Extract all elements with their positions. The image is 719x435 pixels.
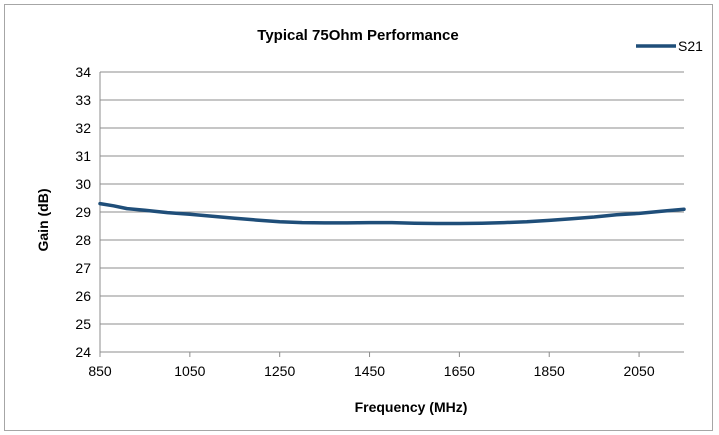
x-tick-1850: 1850 [534, 363, 565, 379]
grid-lines [99, 71, 684, 357]
y-tick-25: 25 [75, 316, 91, 332]
x-tick-850: 850 [88, 363, 112, 379]
y-tick-32: 32 [75, 120, 91, 136]
x-tick-1250: 1250 [264, 363, 295, 379]
y-tick-34: 34 [75, 64, 91, 80]
y-tick-30: 30 [75, 176, 91, 192]
y-tick-28: 28 [75, 232, 91, 248]
x-axis-title: Frequency (MHz) [355, 399, 468, 415]
x-tick-2050: 2050 [623, 363, 654, 379]
y-tick-33: 33 [75, 92, 91, 108]
y-tick-27: 27 [75, 260, 91, 276]
x-tick-1050: 1050 [174, 363, 205, 379]
x-tick-1650: 1650 [444, 363, 475, 379]
series-line-S21 [98, 201, 686, 226]
legend-label-S21: S21 [678, 38, 703, 54]
y-tick-29: 29 [75, 204, 91, 220]
y-tick-31: 31 [75, 148, 91, 164]
chart-title: Typical 75Ohm Performance [257, 27, 458, 44]
y-tick-24: 24 [75, 344, 91, 360]
y-tick-26: 26 [75, 288, 91, 304]
y-axis-title: Gain (dB) [35, 189, 51, 252]
legend: S21 [636, 38, 703, 54]
x-tick-labels: 850 1050 1250 1450 1650 1850 2050 [88, 363, 655, 379]
x-tick-1450: 1450 [354, 363, 385, 379]
plot-series [98, 201, 686, 226]
y-tick-labels: 24 25 26 27 28 29 30 31 32 33 34 [75, 64, 91, 360]
